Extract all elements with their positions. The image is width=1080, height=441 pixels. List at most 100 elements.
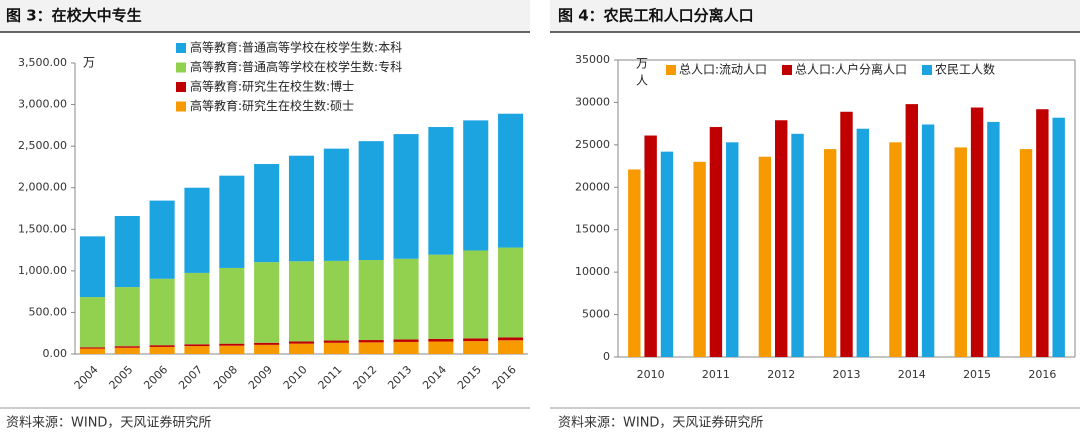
bar [1052, 117, 1065, 358]
bar-segment [323, 148, 349, 261]
chart-title: 图 3：在校大中专生 [6, 7, 142, 25]
y-tick-label: 10000 [575, 265, 610, 278]
bar [856, 128, 870, 357]
bar-segment [358, 340, 384, 343]
bar-segment [288, 343, 315, 354]
bar-segment [463, 250, 489, 339]
bar-segment [498, 340, 524, 354]
x-tick-label: 2007 [176, 363, 205, 392]
bar-segment [79, 297, 105, 348]
y-tick-label: 15000 [575, 223, 610, 236]
header-bar [550, 0, 1080, 32]
header-bar [0, 0, 530, 32]
bar-segment [219, 175, 245, 268]
bar-segment [428, 127, 454, 255]
bar-segment [254, 342, 280, 345]
bar-segment [219, 343, 245, 346]
bar [921, 124, 935, 358]
y-tick-label: 5000 [582, 308, 610, 321]
y-tick-label: 500.00 [29, 305, 68, 318]
y-unit: 人 [636, 74, 648, 88]
bar-segment [463, 341, 489, 354]
bar-segment [463, 338, 489, 342]
bar-segment [79, 347, 105, 349]
bar [970, 107, 984, 358]
bar-segment [149, 346, 175, 354]
bar-segment [114, 215, 140, 288]
y-unit: 万 [83, 56, 95, 70]
bar-segment [184, 344, 210, 347]
bar-segment [254, 164, 280, 263]
y-tick-label: 1,000.00 [18, 264, 67, 277]
y-tick-label: 3,500.00 [18, 56, 67, 69]
bar-segment [463, 120, 489, 251]
bar-segment [114, 347, 140, 354]
y-tick-label: 0.00 [43, 347, 68, 360]
legend-swatch [666, 65, 676, 75]
bar-segment [358, 260, 384, 341]
legend-swatch [176, 43, 186, 53]
x-tick-label: 2004 [72, 363, 101, 392]
x-tick-label: 2011 [316, 363, 345, 392]
x-tick-label: 2012 [350, 363, 379, 392]
legend-label: 高等教育:普通高等学校在校学生数:本科 [190, 40, 402, 55]
x-tick-label: 2013 [385, 363, 414, 392]
bar-segment [79, 348, 105, 354]
bar-segment [184, 272, 210, 345]
bar-segment [498, 247, 524, 338]
bar-segment [184, 187, 210, 273]
bar-segment [393, 341, 419, 354]
bar [1036, 109, 1049, 358]
bar-segment [149, 278, 175, 346]
x-tick-label: 2010 [637, 368, 665, 381]
bar [823, 149, 837, 357]
bar [628, 169, 641, 357]
x-tick-label: 2016 [490, 363, 519, 392]
bar-segment [428, 338, 454, 342]
y-tick-label: 20000 [575, 180, 610, 193]
x-tick-label: 2009 [246, 363, 275, 392]
y-tick-label: 35000 [575, 53, 610, 66]
bar-segment [288, 155, 315, 262]
bar-segment [323, 260, 349, 341]
x-tick-label: 2015 [455, 363, 484, 392]
bar-segment [428, 341, 454, 354]
legend-label: 总人口:人户分离人口 [795, 62, 907, 77]
bar [1019, 149, 1033, 357]
bar-segment [219, 345, 245, 354]
y-tick-label: 2,000.00 [18, 181, 67, 194]
bar [644, 135, 657, 357]
bar-segment [498, 113, 524, 248]
bar [954, 147, 967, 357]
legend-label: 高等教育:普通高等学校在校学生数:专科 [190, 59, 402, 74]
bar [660, 151, 674, 357]
y-tick-label: 3,000.00 [18, 98, 67, 111]
bar [775, 120, 788, 358]
bar [987, 121, 1000, 358]
legend-swatch [922, 65, 932, 75]
bar-segment [79, 236, 105, 298]
bar-segment [393, 258, 419, 340]
x-tick-label: 2010 [281, 363, 310, 392]
legend-swatch [176, 62, 186, 73]
bar-segment [323, 340, 349, 343]
y-unit: 万 [636, 57, 648, 71]
bar-segment [149, 200, 175, 279]
legend-swatch [176, 101, 186, 112]
source: 资料来源：WIND，天风证券研究所 [558, 415, 763, 431]
bar-segment [288, 261, 315, 342]
bar-segment [114, 287, 140, 347]
bar-segment [323, 342, 349, 354]
bar [693, 161, 706, 357]
bar [905, 104, 918, 357]
bar-segment [358, 342, 384, 354]
y-tick-label: 25000 [575, 138, 610, 151]
bar-segment [254, 344, 280, 354]
bar-segment [184, 346, 210, 354]
legend-label: 总人口:流动人口 [679, 63, 767, 77]
bar [726, 142, 739, 357]
bar-segment [254, 262, 280, 343]
legend-label: 高等教育:研究生在校生数:博士 [190, 79, 354, 94]
x-tick-label: 2014 [898, 368, 926, 381]
